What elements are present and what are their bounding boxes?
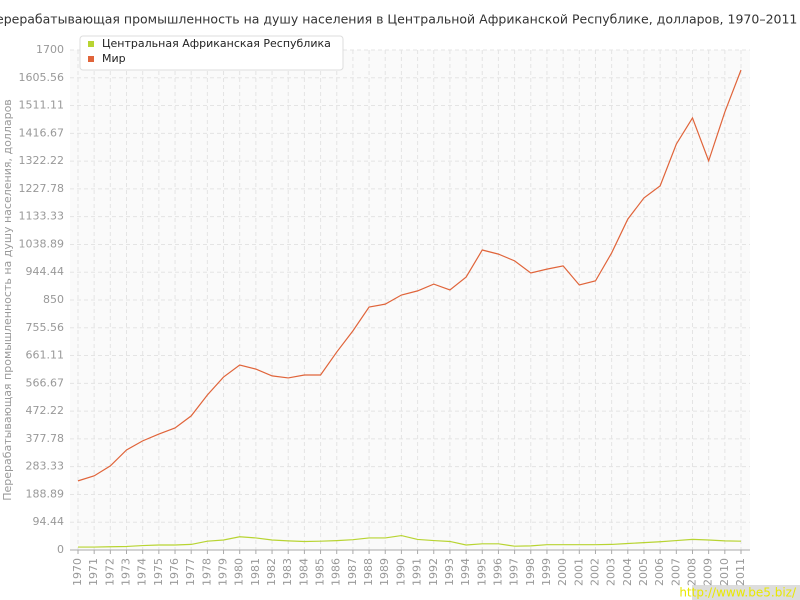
x-tick-label: 2011 xyxy=(734,558,747,586)
y-tick-label: 1322.22 xyxy=(19,154,65,167)
watermark: http://www.be5.biz/ xyxy=(679,586,797,600)
watermark-bg xyxy=(692,585,800,600)
x-tick-label: 1991 xyxy=(411,558,424,586)
x-tick-label: 1989 xyxy=(378,558,391,586)
x-tick-label: 1996 xyxy=(491,558,504,586)
y-tick-label: 283.33 xyxy=(26,460,65,473)
y-tick-label: 755.56 xyxy=(26,321,65,334)
x-tick-label: 1980 xyxy=(233,558,246,586)
y-tick-label: 472.22 xyxy=(26,404,65,417)
x-tick-label: 1981 xyxy=(249,558,262,586)
x-tick-label: 1986 xyxy=(330,558,343,586)
x-tick-label: 2002 xyxy=(588,558,601,586)
x-tick-label: 1997 xyxy=(508,558,521,586)
y-tick-label: 188.89 xyxy=(26,487,65,500)
x-tick-label: 1987 xyxy=(346,558,359,586)
x-tick-label: 2004 xyxy=(621,558,634,586)
y-tick-label: 566.67 xyxy=(26,376,65,389)
x-tick-label: 2009 xyxy=(702,558,715,586)
x-tick-label: 2000 xyxy=(556,558,569,586)
x-tick-label: 2006 xyxy=(653,558,666,586)
x-tick-label: 1983 xyxy=(281,558,294,586)
x-tick-label: 1982 xyxy=(265,558,278,586)
x-tick-label: 1995 xyxy=(475,558,488,586)
x-tick-label: 1999 xyxy=(540,558,553,586)
y-tick-label: 0 xyxy=(57,543,64,556)
series-lines xyxy=(77,69,742,548)
series-line xyxy=(77,69,742,482)
legend-label: Центральная Африканская Республика xyxy=(102,37,331,50)
x-tick-label: 2010 xyxy=(718,558,731,586)
x-tick-label: 1978 xyxy=(200,558,213,586)
y-tick-label: 1605.56 xyxy=(19,71,65,84)
x-tick-label: 2005 xyxy=(637,558,650,586)
legend-swatch xyxy=(88,41,94,47)
x-tick-label: 1977 xyxy=(184,558,197,586)
x-tick-label: 1972 xyxy=(103,558,116,586)
y-tick-label: 850 xyxy=(43,293,64,306)
y-tick-label: 1038.89 xyxy=(19,237,65,250)
x-tick-label: 2007 xyxy=(669,558,682,586)
chart-title: Перерабатывающая промышленность на душу … xyxy=(0,12,797,27)
x-tick-label: 1993 xyxy=(443,558,456,586)
x-tick-label: 2008 xyxy=(685,558,698,586)
x-tick-label: 1970 xyxy=(71,558,84,586)
legend-swatch xyxy=(88,56,94,62)
legend-box xyxy=(79,35,344,71)
x-tick-label: 1971 xyxy=(87,558,100,586)
x-tick-label: 1988 xyxy=(362,558,375,586)
x-tick-label: 1985 xyxy=(314,558,327,586)
y-tick-label: 1227.78 xyxy=(19,182,65,195)
y-axis-label: Перерабатывающая промышленность на душу … xyxy=(1,99,14,501)
x-tick-label: 1998 xyxy=(524,558,537,586)
x-tick-label: 2003 xyxy=(605,558,618,586)
y-tick-label: 94.44 xyxy=(33,515,65,528)
legend-label: Мир xyxy=(102,52,126,65)
x-tick-label: 1973 xyxy=(120,558,133,586)
x-tick-label: 1979 xyxy=(217,558,230,586)
x-tick-label: 1994 xyxy=(459,558,472,586)
y-tick-label: 377.78 xyxy=(26,432,65,445)
x-tick-label: 2001 xyxy=(572,558,585,586)
y-tick-label: 944.44 xyxy=(26,265,65,278)
grid xyxy=(70,49,750,554)
y-tick-label: 1416.67 xyxy=(19,126,65,139)
x-tick-label: 1976 xyxy=(168,558,181,586)
x-tick-label: 1984 xyxy=(297,558,310,586)
y-tick-label: 1133.33 xyxy=(19,210,65,223)
x-tick-label: 1975 xyxy=(152,558,165,586)
y-tick-label: 1511.11 xyxy=(19,99,65,112)
y-tick-label: 661.11 xyxy=(26,349,65,362)
x-tick-label: 1992 xyxy=(427,558,440,586)
x-tick-label: 1974 xyxy=(136,558,149,586)
series-line xyxy=(78,534,742,548)
y-tick-label: 1700 xyxy=(36,43,64,56)
x-tick-label: 1990 xyxy=(394,558,407,586)
